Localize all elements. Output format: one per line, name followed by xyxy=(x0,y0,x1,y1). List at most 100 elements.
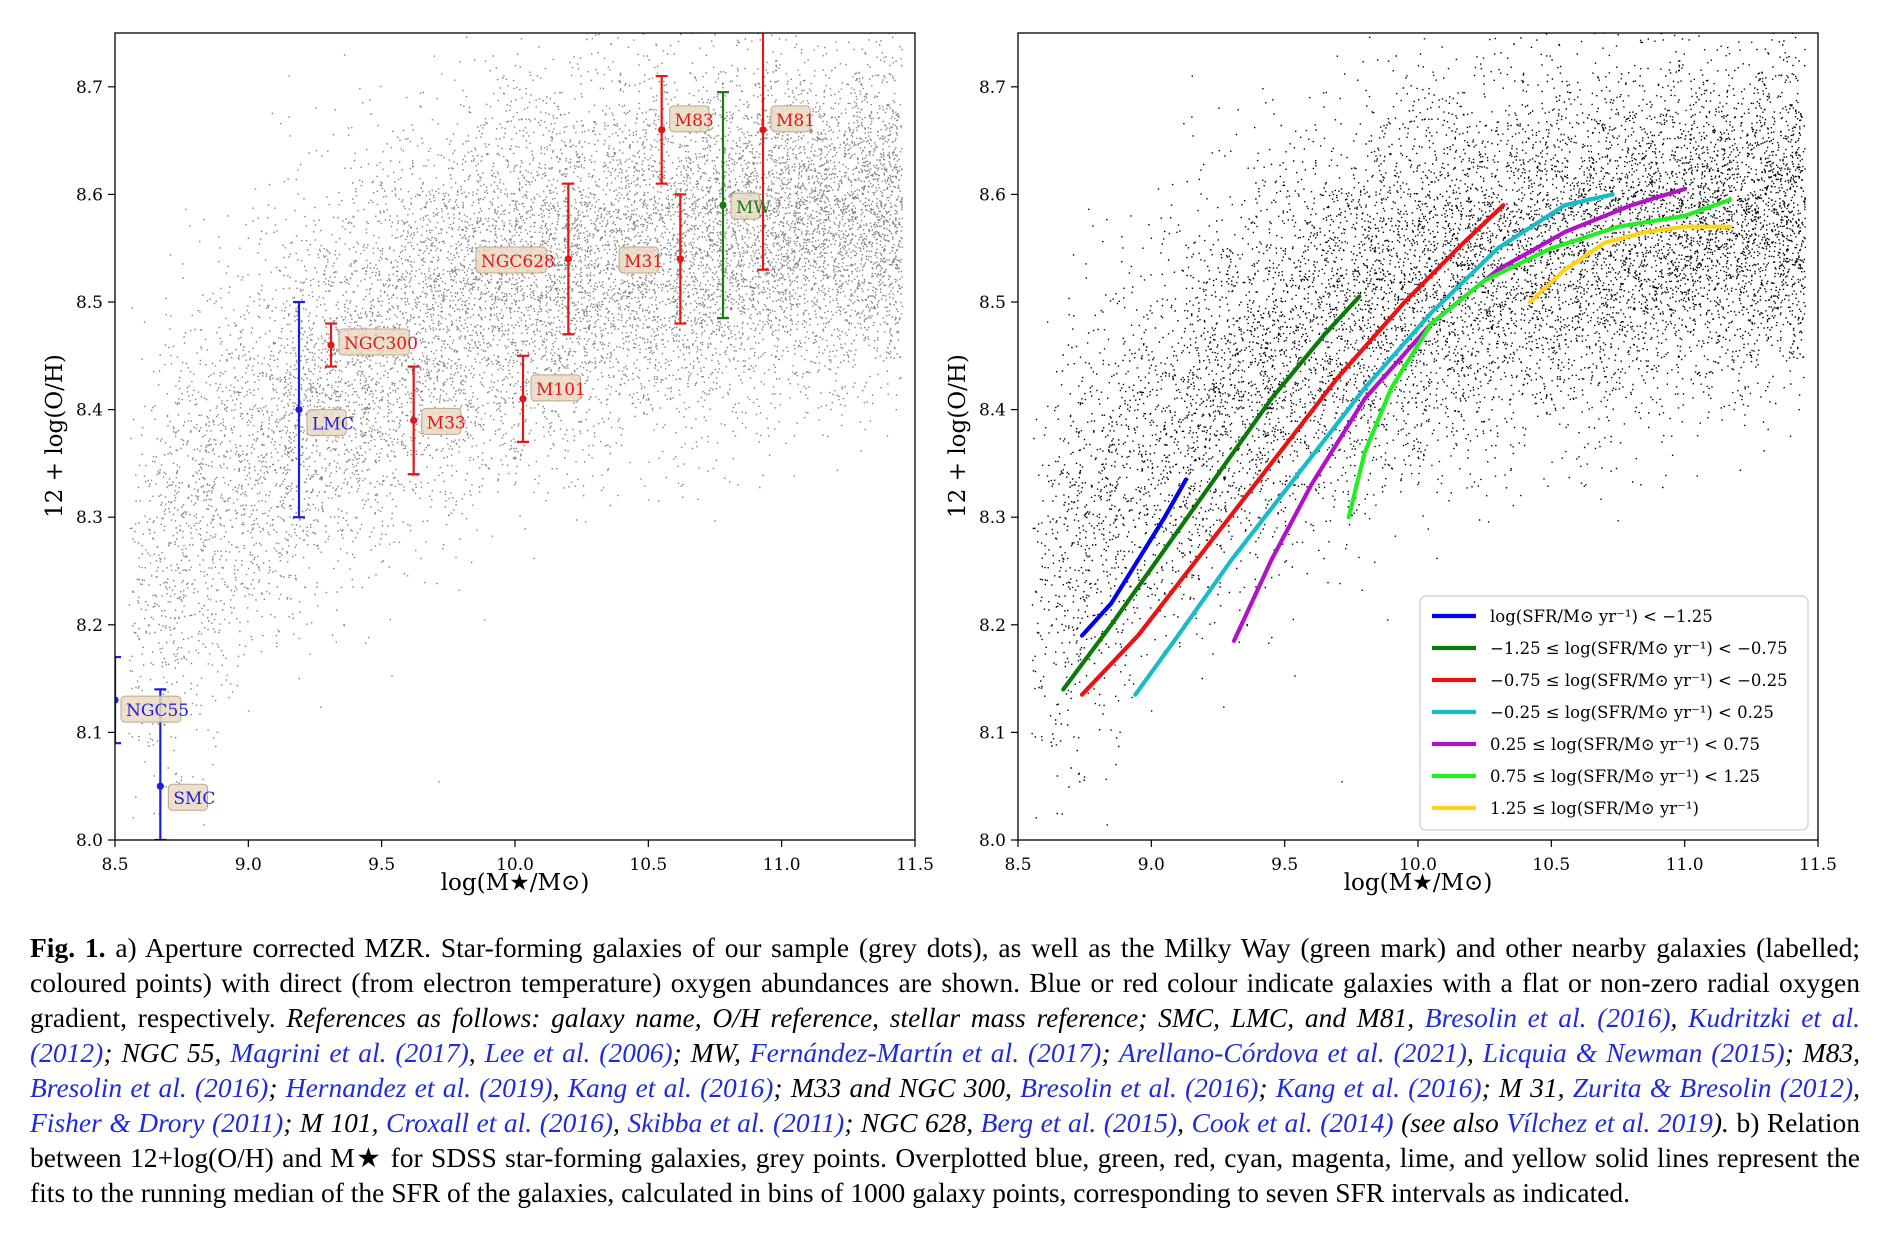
y-tick-label: 8.4 xyxy=(979,401,1006,421)
y-tick-label: 8.7 xyxy=(76,78,103,98)
galaxy-marker xyxy=(658,126,665,133)
galaxy-marker xyxy=(719,202,726,209)
galaxy-point-m83 xyxy=(656,76,668,184)
y-tick-label: 8.3 xyxy=(979,508,1006,528)
y-tick-label: 8.4 xyxy=(76,401,103,421)
legend-entry-label: −0.25 ≤ log(SFR/M⊙ yr⁻¹) < 0.25 xyxy=(1490,703,1774,722)
caption-ref-sep: ; MW, xyxy=(673,1037,741,1068)
caption-ref-sep: ; M 31, xyxy=(1482,1072,1565,1103)
panel-a-frame xyxy=(115,33,915,840)
galaxy-point-m33 xyxy=(408,367,420,475)
x-tick-label: 11.5 xyxy=(1799,855,1837,875)
y-tick-label: 8.3 xyxy=(76,508,103,528)
galaxy-point-ngc628 xyxy=(562,184,574,335)
sfr-line-1 xyxy=(1082,480,1186,636)
caption-ref-sep: , xyxy=(1671,1002,1678,1033)
galaxy-label: M33 xyxy=(427,413,466,433)
x-tick-label: 8.5 xyxy=(101,855,128,875)
galaxy-label: M31 xyxy=(624,252,663,272)
legend-entry-label: −1.25 ≤ log(SFR/M⊙ yr⁻¹) < −0.75 xyxy=(1490,639,1788,658)
x-tick-label: 10.5 xyxy=(629,855,667,875)
x-tick-label: 11.0 xyxy=(763,855,801,875)
galaxy-label: MW xyxy=(736,198,771,218)
galaxy-label: NGC55 xyxy=(126,701,189,721)
panel-b-y-axis-label: 12 + log(O/H) xyxy=(945,354,971,518)
galaxy-label: SMC xyxy=(173,789,215,809)
legend-entry-label: 1.25 ≤ log(SFR/M⊙ yr⁻¹) xyxy=(1490,799,1699,818)
panel-a-galaxy-scatter xyxy=(129,0,904,920)
caption-ref-sep: ; xyxy=(1258,1072,1267,1103)
galaxy-point-m101 xyxy=(517,356,529,442)
caption-ref-sep: ; xyxy=(268,1072,277,1103)
caption-ref-link[interactable]: Fisher & Drory (2011) xyxy=(30,1107,283,1138)
caption-ref-link[interactable]: Bresolin et al. (2016) xyxy=(30,1072,268,1103)
y-tick-label: 8.1 xyxy=(979,723,1006,743)
y-tick-label: 8.2 xyxy=(76,616,103,636)
legend-entry-label: log(SFR/M⊙ yr⁻¹) < −1.25 xyxy=(1490,607,1713,626)
galaxy-label: M81 xyxy=(776,111,815,131)
panel-b-y-ticks: 8.08.18.28.38.48.58.68.7 xyxy=(979,78,1018,851)
caption-refs-intro: References as follows: galaxy name, O/H … xyxy=(286,1002,1414,1033)
caption-ref-link[interactable]: Zurita & Bresolin (2012) xyxy=(1573,1072,1853,1103)
caption-ref-sep: ; NGC 55, xyxy=(103,1037,221,1068)
galaxy-point-ngc300 xyxy=(325,324,337,367)
caption-ref-sep: , xyxy=(1467,1037,1474,1068)
caption-ref-link[interactable]: Fernández-Martín et al. (2017) xyxy=(750,1037,1101,1068)
panel-a-mzr: NGC55 SMC LMC NGC300 M33 M101 NGC628 M31 M83 MW M8… xyxy=(42,0,934,920)
y-tick-label: 8.1 xyxy=(76,723,103,743)
panel-a-x-axis-label: log(M★/M⊙) xyxy=(441,870,590,896)
y-tick-label: 8.6 xyxy=(76,185,103,205)
y-tick-label: 8.7 xyxy=(979,78,1006,98)
figure-canvas: NGC55 SMC LMC NGC300 M33 M101 NGC628 M31 M83 MW M8… xyxy=(0,0,1879,920)
caption-ref-link[interactable]: Cook et al. (2014) xyxy=(1192,1107,1394,1138)
caption-ref-sep: ; NGC 628, xyxy=(844,1107,973,1138)
panel-b-sfr-fits: 8.5 9.0 9.5 10.0 10.5 11.0 11.5 8.08.18.28.38.… xyxy=(945,0,1837,896)
galaxy-marker xyxy=(565,255,572,262)
caption-ref-link[interactable]: Hernandez et al. (2019) xyxy=(286,1072,553,1103)
caption-ref-link[interactable]: Licquia & Newman (2015) xyxy=(1483,1037,1785,1068)
galaxy-marker xyxy=(327,341,334,348)
galaxy-label: NGC300 xyxy=(344,334,418,354)
caption-ref-sep: ; M33 and NGC 300, xyxy=(773,1072,1011,1103)
x-tick-label: 9.0 xyxy=(235,855,262,875)
caption-ref-link[interactable]: Arellano-Córdova et al. (2021) xyxy=(1119,1037,1467,1068)
x-tick-label: 9.5 xyxy=(1271,855,1298,875)
caption-ref-link[interactable]: Croxall et al. (2016) xyxy=(386,1107,613,1138)
caption-ref-link[interactable]: Lee et al. (2006) xyxy=(485,1037,673,1068)
legend-entry-label: 0.25 ≤ log(SFR/M⊙ yr⁻¹) < 0.75 xyxy=(1490,735,1760,754)
y-tick-label: 8.5 xyxy=(979,293,1006,313)
caption-ref-link[interactable]: Skibba et al. (2011) xyxy=(627,1107,844,1138)
caption-ref-sep: ; M83, xyxy=(1785,1037,1860,1068)
caption-ref-sep: , xyxy=(613,1107,620,1138)
galaxy-marker xyxy=(519,395,526,402)
galaxy-label: NGC628 xyxy=(481,252,555,272)
caption-ref-link[interactable]: Berg et al. (2015) xyxy=(981,1107,1177,1138)
galaxy-label: M83 xyxy=(675,111,714,131)
legend-entry-label: 0.75 ≤ log(SFR/M⊙ yr⁻¹) < 1.25 xyxy=(1490,767,1760,786)
panel-a-y-axis-label: 12 + log(O/H) xyxy=(42,354,68,518)
caption-ref-link[interactable]: Vílchez et al. 2019 xyxy=(1506,1107,1713,1138)
caption-ref-link[interactable]: Kang et al. (2016) xyxy=(568,1072,774,1103)
x-tick-label: 9.0 xyxy=(1138,855,1165,875)
x-tick-label: 11.5 xyxy=(896,855,934,875)
background-points xyxy=(129,0,904,920)
caption-ref-sep: , xyxy=(1853,1072,1860,1103)
caption-ref-link[interactable]: Bresolin et al. (2016) xyxy=(1020,1072,1258,1103)
caption-ref-link[interactable]: Kang et al. (2016) xyxy=(1276,1072,1482,1103)
figure-caption: Fig. 1. a) Aperture corrected MZR. Star-… xyxy=(30,930,1860,1210)
galaxy-marker xyxy=(677,255,684,262)
caption-ref-sep: ). xyxy=(1713,1107,1729,1138)
panel-a-y-ticks: 8.08.18.28.38.48.58.68.7 xyxy=(76,78,115,851)
caption-ref-sep: , xyxy=(1177,1107,1184,1138)
x-tick-label: 8.5 xyxy=(1004,855,1031,875)
caption-ref-sep: , xyxy=(553,1072,560,1103)
panel-b-x-axis-label: log(M★/M⊙) xyxy=(1344,870,1493,896)
caption-ref-sep: ; xyxy=(1101,1037,1110,1068)
galaxy-label: LMC xyxy=(312,415,354,435)
caption-ref-link[interactable]: Magrini et al. (2017) xyxy=(230,1037,468,1068)
x-tick-label: 10.5 xyxy=(1532,855,1570,875)
galaxy-label: M101 xyxy=(536,380,586,400)
galaxy-marker xyxy=(295,406,302,413)
caption-ref-link[interactable]: Bresolin et al. (2016) xyxy=(1425,1002,1671,1033)
legend-entry-label: −0.75 ≤ log(SFR/M⊙ yr⁻¹) < −0.25 xyxy=(1490,671,1788,690)
